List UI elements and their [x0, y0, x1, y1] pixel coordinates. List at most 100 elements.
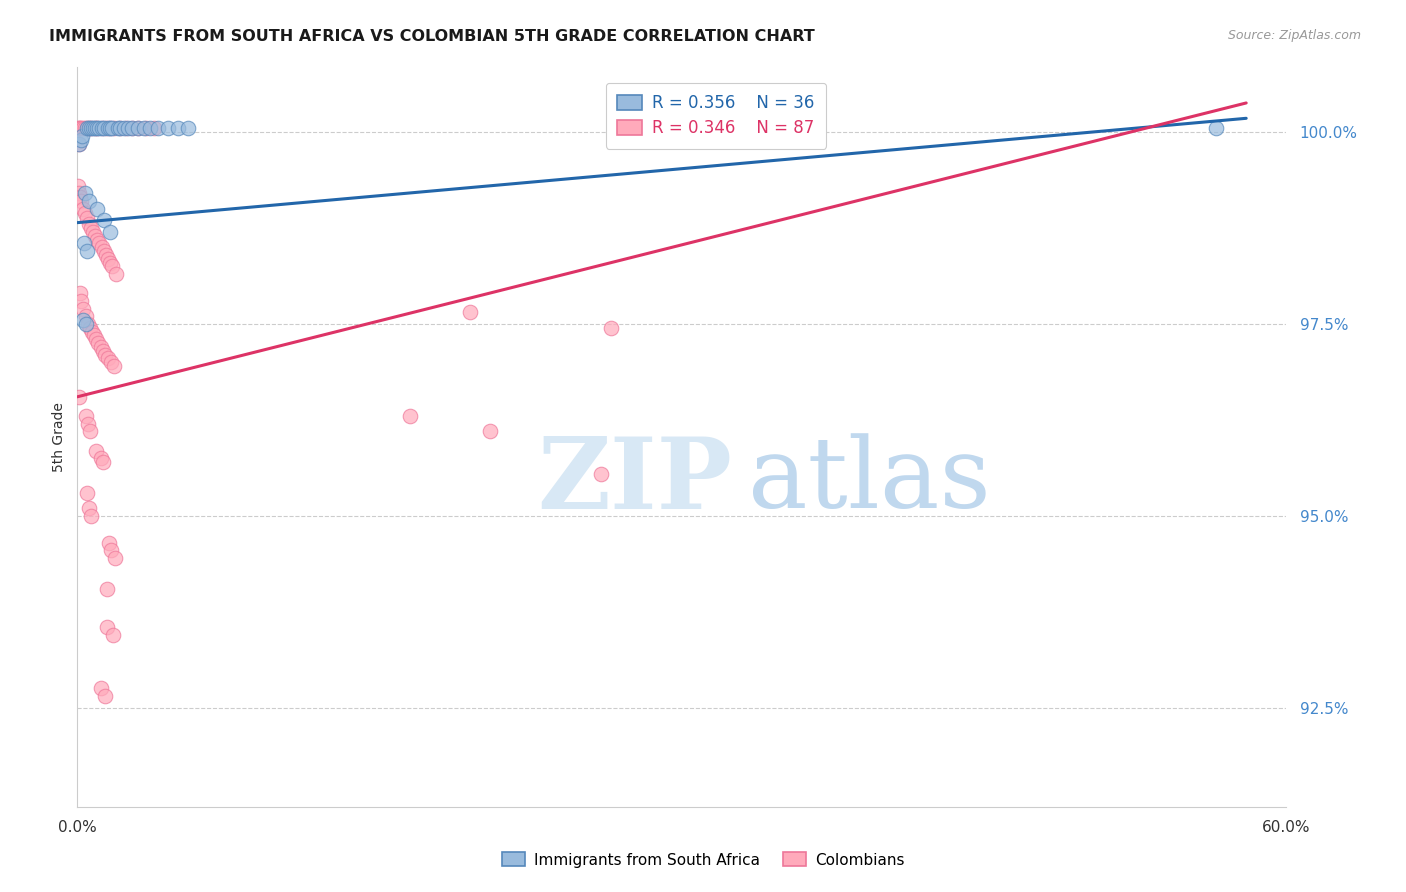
- Point: [146, 121, 169, 136]
- Point: [67, 178, 90, 193]
- Legend: R = 0.356    N = 36, R = 0.346    N = 87: R = 0.356 N = 36, R = 0.346 N = 87: [606, 83, 827, 149]
- Point: [75, 310, 97, 324]
- Point: [96, 582, 118, 596]
- Point: [91, 343, 114, 358]
- Point: [591, 467, 613, 481]
- Point: [108, 121, 131, 136]
- Point: [93, 213, 115, 227]
- Point: [79, 121, 101, 136]
- Point: [96, 252, 118, 266]
- Y-axis label: 5th Grade: 5th Grade: [52, 402, 66, 472]
- Point: [67, 186, 90, 201]
- Point: [98, 121, 121, 136]
- Point: [75, 205, 97, 219]
- Point: [117, 121, 139, 136]
- Point: [100, 260, 122, 274]
- Point: [107, 121, 129, 136]
- Point: [80, 508, 103, 523]
- Point: [93, 244, 115, 258]
- Point: [84, 121, 107, 136]
- Point: [142, 121, 165, 136]
- Point: [620, 474, 643, 488]
- Point: [75, 121, 97, 136]
- Point: [80, 121, 103, 136]
- Point: [112, 121, 135, 136]
- Point: [121, 121, 143, 136]
- Point: [76, 121, 98, 136]
- Point: [84, 228, 107, 243]
- Point: [79, 425, 101, 439]
- Point: [100, 121, 122, 136]
- Point: [127, 121, 149, 136]
- Point: [121, 121, 143, 136]
- Point: [70, 133, 93, 147]
- Point: [94, 248, 117, 262]
- Point: [87, 336, 110, 351]
- Point: [82, 325, 104, 339]
- Point: [86, 121, 108, 136]
- Point: [72, 313, 94, 327]
- Text: Source: ZipAtlas.com: Source: ZipAtlas.com: [1227, 29, 1361, 42]
- Point: [77, 417, 100, 431]
- Point: [157, 121, 180, 136]
- Point: [135, 121, 157, 136]
- Point: [67, 136, 90, 151]
- Point: [69, 121, 91, 136]
- Point: [75, 409, 97, 423]
- Point: [83, 328, 105, 343]
- Point: [167, 121, 190, 136]
- Point: [104, 550, 127, 565]
- Point: [114, 121, 136, 136]
- Point: [67, 390, 90, 404]
- Point: [72, 202, 94, 216]
- Point: [90, 681, 112, 696]
- Point: [97, 535, 120, 549]
- Point: [79, 121, 101, 136]
- Point: [89, 236, 111, 251]
- Point: [75, 317, 97, 331]
- Point: [101, 627, 124, 641]
- Point: [177, 121, 200, 136]
- Point: [76, 485, 98, 500]
- Point: [70, 194, 93, 209]
- Point: [72, 121, 94, 136]
- Point: [98, 255, 121, 269]
- Point: [479, 425, 502, 439]
- Point: [90, 121, 112, 136]
- Point: [76, 121, 98, 136]
- Point: [103, 121, 125, 136]
- Point: [86, 202, 108, 216]
- Point: [96, 121, 118, 136]
- Point: [93, 348, 115, 362]
- Legend: Immigrants from South Africa, Colombians: Immigrants from South Africa, Colombians: [495, 847, 911, 873]
- Point: [82, 225, 104, 239]
- Point: [77, 501, 100, 516]
- Point: [91, 455, 114, 469]
- Point: [79, 217, 101, 231]
- Point: [86, 121, 108, 136]
- Point: [86, 233, 108, 247]
- Point: [72, 301, 94, 316]
- Point: [458, 305, 481, 319]
- Point: [100, 543, 122, 558]
- Point: [84, 121, 107, 136]
- Point: [67, 136, 90, 151]
- Point: [90, 121, 112, 136]
- Point: [399, 409, 422, 423]
- Point: [76, 244, 98, 258]
- Point: [86, 443, 108, 458]
- Text: ZIP: ZIP: [537, 433, 731, 530]
- Point: [80, 121, 103, 136]
- Point: [70, 293, 93, 308]
- Point: [79, 194, 101, 209]
- Point: [89, 451, 111, 466]
- Point: [98, 225, 121, 239]
- Point: [79, 320, 101, 334]
- Point: [80, 221, 103, 235]
- Point: [67, 121, 90, 136]
- Point: [100, 355, 122, 369]
- Point: [139, 121, 162, 136]
- Text: atlas: atlas: [748, 434, 991, 529]
- Text: IMMIGRANTS FROM SOUTH AFRICA VS COLOMBIAN 5TH GRADE CORRELATION CHART: IMMIGRANTS FROM SOUTH AFRICA VS COLOMBIA…: [49, 29, 815, 44]
- Point: [96, 620, 118, 634]
